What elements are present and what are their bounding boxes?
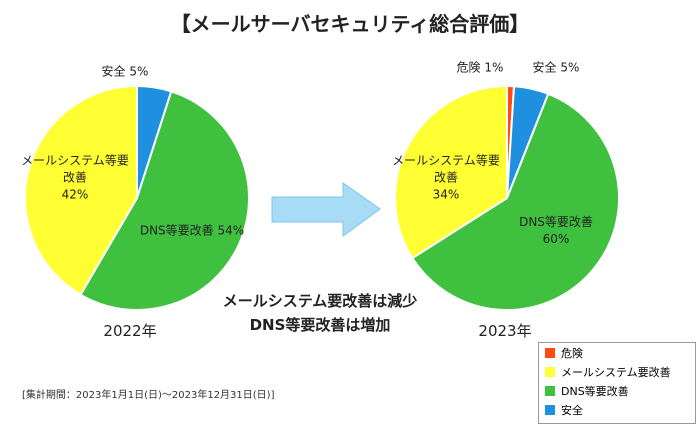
title: 【メールサーバセキュリティ総合評価】 — [170, 12, 530, 36]
slice-name: 危険 — [456, 60, 481, 75]
slice-name: DNS等要改善 — [519, 215, 593, 229]
slice-value: 5% — [560, 60, 580, 75]
slice-value: 5% — [129, 64, 149, 79]
slice-label: 安全 5% — [533, 60, 580, 77]
slice-label: メールシステム等要改善 34% — [392, 153, 500, 204]
slice-label: 安全 5% — [102, 64, 149, 81]
legend: 危険メールシステム要改善 DNS等要改善 安全 — [538, 342, 696, 424]
slice-label: DNS等要改善 60% — [519, 214, 593, 248]
legend-swatch — [545, 347, 555, 358]
footnote: [集計期間：2023年1月1日(日)～2023年12月31日(日)] — [22, 390, 275, 401]
legend-label: DNS等要改善 — [561, 384, 629, 398]
legend-item: メールシステム要改善 — [539, 362, 695, 381]
legend-item: 安全 — [539, 400, 695, 419]
slice-label: DNS等要改善 54% — [140, 223, 244, 240]
slice-name: 安全 — [532, 60, 557, 75]
slice-value: 60% — [542, 232, 570, 246]
slice-value: 1% — [484, 60, 504, 75]
slice-name: メールシステム等要改善 — [21, 153, 129, 185]
chart-title: 2023年 — [478, 322, 532, 340]
chart-title: 2022年 — [103, 322, 157, 340]
annotation: メールシステム要改善は減少 — [222, 292, 418, 310]
slice-value: 42% — [61, 187, 89, 202]
slice-name: DNS等要改善 — [139, 223, 214, 238]
pie-slice — [411, 92, 620, 311]
slice-name: 安全 — [101, 64, 126, 79]
pie-slice — [24, 84, 138, 297]
legend-label: 安全 — [561, 403, 583, 417]
legend-item: 危険 — [539, 343, 695, 362]
legend-item: DNS等要改善 — [539, 381, 695, 400]
legend-swatch — [545, 366, 555, 377]
pie-slice — [394, 84, 508, 260]
legend-swatch — [545, 385, 555, 396]
legend-swatch — [545, 404, 555, 415]
pie-slice — [79, 90, 250, 311]
slice-label: 危険 1% — [457, 60, 504, 77]
slice-value: 54% — [217, 223, 245, 238]
slice-label: メールシステム等要改善 42% — [21, 153, 129, 204]
legend-label: メールシステム要改善 — [561, 365, 671, 379]
slice-name: メールシステム等要改善 — [392, 153, 500, 185]
annotation: DNS等要改善は増加 — [249, 316, 391, 334]
arrow — [271, 182, 381, 237]
slice-value: 34% — [432, 187, 460, 202]
legend-label: 危険 — [561, 346, 583, 360]
